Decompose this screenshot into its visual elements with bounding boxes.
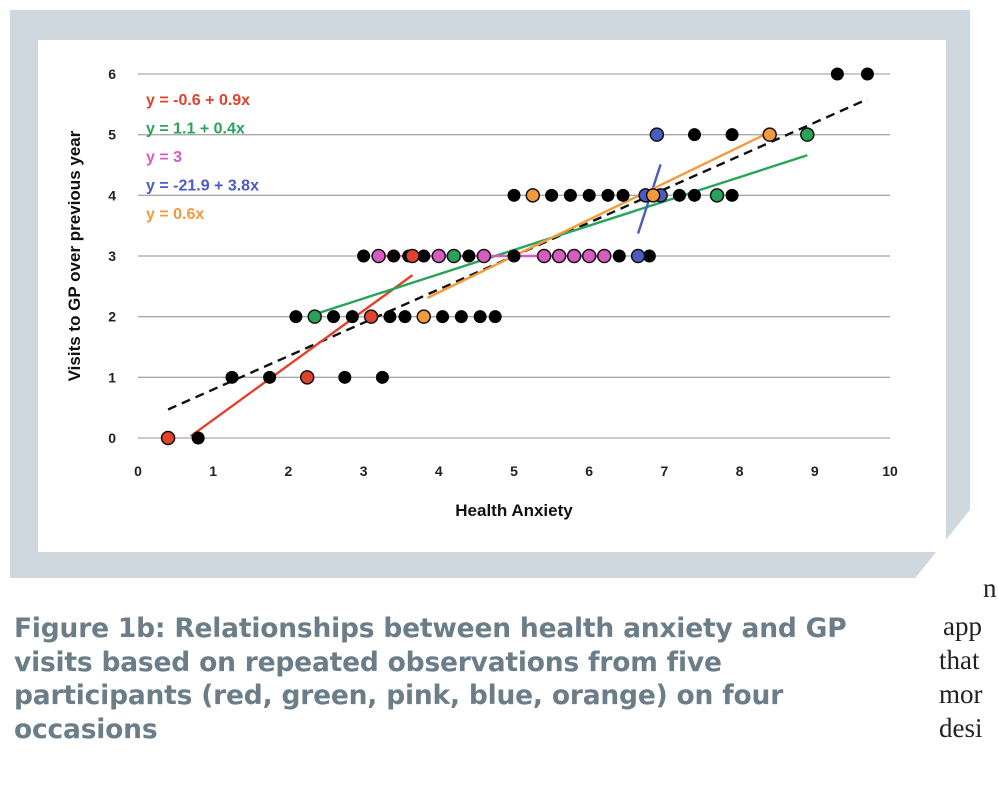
x-tick-label-0: 0 [134, 463, 142, 479]
data-point-pink [431, 248, 447, 264]
data-point-green [709, 188, 725, 203]
data-point-black [327, 310, 341, 324]
data-point-black [375, 370, 389, 384]
data-point-black [191, 431, 205, 445]
x-axis-title: Health Anxiety [455, 501, 573, 520]
equation-orange: y = 0.6x [146, 206, 204, 223]
data-point-pink [371, 248, 386, 264]
y-tick-label-5: 5 [108, 127, 116, 143]
equation-legend: y = -0.6 + 0.9x y = 1.1 + 0.4x y = 3 y = -2… [146, 92, 259, 223]
data-point-black [642, 249, 656, 263]
body-text-line: mor [939, 679, 983, 709]
data-point-pink [566, 248, 582, 264]
data-point-black [507, 188, 521, 202]
data-point-black [616, 188, 630, 202]
equation-red: y = -0.6 + 0.9x [146, 92, 250, 109]
body-text-line: that [939, 645, 980, 675]
x-tick-label-5: 5 [510, 463, 518, 479]
data-point-pink [551, 248, 567, 264]
data-point-orange [762, 127, 777, 142]
data-point-green [446, 248, 462, 264]
data-point-black [582, 188, 596, 202]
data-points [160, 67, 874, 446]
equation-green: y = 1.1 + 0.4x [146, 121, 245, 138]
data-point-pink [596, 248, 612, 264]
x-tick-label-8: 8 [736, 463, 744, 479]
data-point-black [454, 310, 468, 324]
data-point-black [725, 128, 739, 142]
x-tick-labels: 0 1 2 3 4 5 6 7 8 9 10 [134, 463, 898, 479]
data-point-red [405, 248, 420, 264]
x-tick-label-4: 4 [435, 463, 443, 479]
data-point-pink [476, 248, 492, 264]
data-point-red [299, 370, 315, 385]
data-point-red [363, 309, 379, 324]
chart-area [38, 40, 946, 552]
data-point-blue [649, 127, 665, 142]
y-tick-label-4: 4 [108, 187, 116, 203]
body-text-line: n [983, 573, 997, 603]
x-tick-label-7: 7 [661, 463, 669, 479]
data-point-black [398, 310, 412, 324]
fit-lines [167, 98, 868, 438]
data-point-pink [536, 248, 552, 264]
data-point-black [830, 67, 844, 81]
data-point-orange [525, 188, 541, 203]
x-tick-label-9: 9 [811, 463, 819, 479]
data-point-black [601, 188, 615, 202]
data-point-black [672, 188, 686, 202]
figure-caption: Figure 1b: Relationships between health … [14, 613, 847, 745]
equation-blue: y = -21.9 + 3.8x [146, 178, 259, 195]
data-point-black [225, 370, 239, 384]
y-tick-label-3: 3 [108, 248, 116, 264]
y-tick-labels: 0 1 2 3 4 5 6 [108, 66, 116, 446]
data-point-black [417, 249, 431, 263]
data-point-black [687, 128, 701, 142]
data-point-black [436, 310, 450, 324]
data-point-black [725, 188, 739, 202]
x-tick-label-6: 6 [585, 463, 593, 479]
y-tick-label-1: 1 [108, 369, 116, 385]
data-point-black [338, 370, 352, 384]
data-point-black [687, 188, 701, 202]
data-point-black [383, 310, 397, 324]
orange-fit-line [426, 129, 774, 299]
data-point-green [307, 309, 322, 324]
y-tick-label-2: 2 [108, 309, 116, 325]
data-point-blue [630, 248, 646, 264]
data-point-black [263, 370, 277, 384]
data-point-black [488, 310, 502, 324]
data-point-black [545, 188, 559, 202]
data-point-black [387, 249, 401, 263]
data-point-black [507, 249, 521, 263]
data-point-black [612, 249, 626, 263]
data-point-pink [581, 248, 597, 264]
x-tick-label-10: 10 [882, 463, 898, 479]
equation-pink: y = 3 [146, 149, 182, 166]
x-tick-label-1: 1 [209, 463, 217, 479]
red-fit-line [189, 274, 414, 438]
body-text-line: desi [939, 713, 983, 743]
data-point-orange [416, 309, 432, 324]
data-point-black [563, 188, 577, 202]
green-fit-line [314, 154, 808, 316]
x-tick-label-3: 3 [360, 463, 368, 479]
data-point-black [357, 249, 371, 263]
data-point-black [860, 67, 874, 81]
x-tick-label-2: 2 [285, 463, 293, 479]
data-point-orange [645, 188, 661, 203]
y-tick-label-6: 6 [108, 66, 116, 82]
body-text-line: app [943, 611, 982, 641]
data-point-black [289, 310, 303, 324]
data-point-black [473, 310, 487, 324]
data-point-black [462, 249, 476, 263]
y-axis-title: Visits to GP over previous year [65, 130, 84, 381]
data-point-green [800, 127, 815, 142]
body-text-fragment: n app that mor desi [925, 572, 998, 786]
data-point-black [345, 310, 359, 324]
data-point-red [160, 430, 176, 446]
y-tick-label-0: 0 [108, 430, 116, 446]
